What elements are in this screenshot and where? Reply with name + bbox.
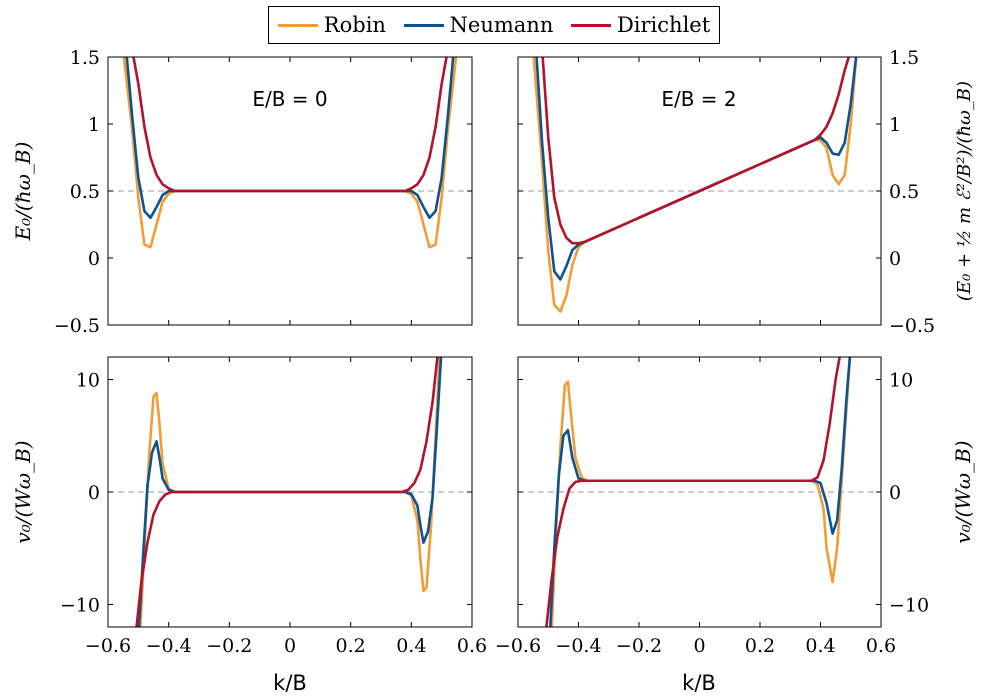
y-tick-label: −10 — [889, 595, 929, 617]
x-tick-label: 0.2 — [336, 635, 366, 657]
series-group — [122, 57, 458, 249]
y-tick-label: −0.5 — [54, 315, 100, 337]
series-line-dirichlet — [545, 357, 841, 627]
x-tick-label: 0 — [284, 635, 296, 657]
legend-swatch-dirichlet — [570, 23, 611, 27]
y-tick-label: 0 — [88, 248, 100, 270]
x-tick-label: 0 — [693, 635, 705, 657]
x-tick-label: −0.2 — [206, 635, 252, 657]
panel-bottom-right: −0.6 −0.4 −0.2 0 0.2 0.4 0.6 −10 0 10 — [495, 356, 929, 657]
legend-item-dirichlet: Dirichlet — [570, 13, 711, 37]
y-tick-label: 1.5 — [889, 47, 919, 69]
series-line-dirichlet — [132, 57, 448, 193]
ylabel-bottom-left: v₀/(Wω_B) — [11, 440, 35, 543]
x-tick-label: 0.6 — [457, 635, 487, 657]
y-tick-label: 0 — [88, 482, 100, 504]
ylabel-top-left: E₀/(ħω_B) — [11, 142, 35, 242]
x-tick-label: −0.6 — [495, 635, 541, 657]
legend-swatch-neumann — [403, 23, 444, 27]
x-tick-label: −0.6 — [85, 635, 131, 657]
y-tick-label: 1.5 — [70, 47, 100, 69]
annotation-right: E/B = 2 — [661, 87, 736, 111]
legend-label-neumann: Neumann — [449, 13, 554, 37]
y-tick-label: 10 — [76, 370, 100, 392]
y-tick-label: −10 — [60, 595, 100, 617]
x-tick-label: 0.6 — [866, 635, 896, 657]
legend-item-robin: Robin — [277, 13, 386, 37]
y-tick-label: 0 — [889, 482, 901, 504]
y-tick-label: 10 — [889, 370, 913, 392]
x-tick-label: −0.4 — [146, 635, 192, 657]
series-group — [545, 357, 852, 627]
xlabel-right: k/B — [682, 671, 716, 695]
legend-item-neumann: Neumann — [403, 13, 554, 37]
y-tick-label: 0.5 — [889, 181, 919, 203]
panel-top-right: −0.5 0 0.5 1 1.5 — [517, 47, 935, 337]
legend-swatch-robin — [277, 23, 318, 27]
xlabel-left: k/B — [273, 671, 307, 695]
y-tick-label: 1 — [889, 114, 901, 136]
series-group — [135, 357, 443, 627]
panel-bottom-left: −0.6 −0.4 −0.2 0 0.2 0.4 0.6 −10 0 10 — [60, 356, 487, 657]
y-tick-label: 0 — [889, 248, 901, 270]
legend-label-robin: Robin — [323, 13, 386, 37]
ylabel-top-right: (E₀ + ½ m ℰ²/B²)/(ħω_B) — [954, 81, 975, 301]
y-tick-label: −0.5 — [889, 315, 935, 337]
x-tick-label: −0.2 — [616, 635, 662, 657]
series-line-robin — [122, 57, 458, 249]
y-tick-label: 0.5 — [70, 181, 100, 203]
legend: Robin Neumann Dirichlet — [268, 6, 720, 44]
legend-label-dirichlet: Dirichlet — [616, 13, 711, 37]
series-line-dirichlet — [135, 357, 439, 627]
x-tick-label: 0.4 — [805, 635, 835, 657]
annotation-left: E/B = 0 — [252, 87, 327, 111]
x-tick-label: −0.4 — [555, 635, 601, 657]
y-tick-label: 1 — [88, 114, 100, 136]
series-line-neumann — [535, 57, 858, 281]
series-line-dirichlet — [541, 57, 851, 245]
panel-top-left: −0.5 0 0.5 1 1.5 — [54, 47, 473, 337]
x-tick-label: 0.4 — [396, 635, 426, 657]
x-tick-label: 0.2 — [745, 635, 775, 657]
series-line-neumann — [125, 57, 455, 220]
series-group — [532, 57, 858, 313]
ylabel-bottom-right: v₀/(Wω_B) — [951, 440, 975, 543]
